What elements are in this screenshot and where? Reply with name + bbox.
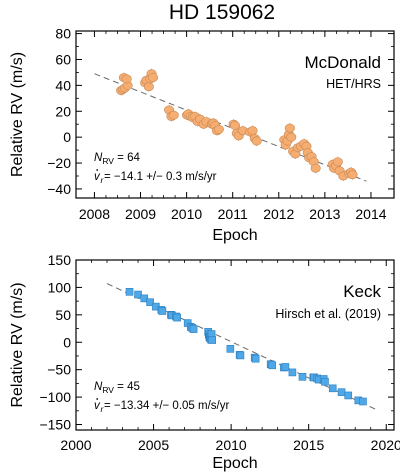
slope-symbol: v [94, 171, 101, 183]
x-axis-title: Epoch [212, 455, 257, 472]
y-tick-label: 40 [55, 77, 71, 93]
data-point [146, 298, 154, 307]
y-tick-label: 150 [48, 252, 72, 268]
data-point [268, 361, 277, 370]
data-point [140, 294, 149, 303]
data-point [337, 388, 346, 396]
slope-dot [96, 169, 99, 171]
data-point [288, 368, 297, 377]
data-point [251, 136, 262, 146]
n-value: = 64 [114, 152, 141, 164]
n-subscript: RV [102, 156, 114, 166]
n-subscript: RV [102, 385, 114, 395]
x-tick-label: 2014 [355, 206, 386, 222]
x-tick-label: 2010 [216, 437, 247, 453]
y-tick-label: −20 [47, 155, 71, 171]
x-tick-label: 2013 [309, 206, 340, 222]
data-point [134, 290, 142, 299]
data-point [359, 397, 367, 406]
data-point [332, 157, 343, 167]
data-point [286, 132, 297, 142]
y-tick-label: 0 [63, 334, 71, 350]
x-tick-label: 2020 [371, 437, 400, 453]
y-tick-label: 80 [55, 26, 71, 42]
y-tick-label: −100 [39, 389, 71, 405]
x-tick-label: 2000 [60, 437, 91, 453]
n-rv-annotation: NRV = 64 [94, 152, 140, 166]
y-tick-label: 0 [63, 129, 71, 145]
data-point [147, 73, 159, 83]
y-tick-label: 50 [55, 307, 71, 323]
y-tick-label: −50 [47, 362, 71, 378]
plot-frame [75, 30, 395, 199]
data-point [344, 391, 353, 400]
y-tick-label: 100 [48, 279, 72, 295]
data-point [236, 351, 245, 360]
y-tick-label: −40 [47, 181, 71, 197]
data-point [347, 170, 358, 180]
slope-annotation: = −13.34 +/− 0.05 m/s/yr [104, 400, 229, 412]
x-tick-label: 2009 [125, 206, 156, 222]
data-point [328, 384, 337, 393]
data-point [173, 313, 181, 322]
data-point [284, 123, 295, 133]
y-tick-label: −150 [39, 417, 71, 433]
y-tick-label: 20 [55, 103, 71, 119]
x-tick-label: 2005 [138, 437, 169, 453]
x-tick-label: 2010 [171, 206, 202, 222]
figure-title: HD 159062 [169, 1, 275, 24]
slope-symbol: v [94, 400, 101, 412]
x-tick-label: 2008 [79, 206, 110, 222]
slope-dot [96, 398, 99, 400]
slope-annotation: = −14.1 +/− 0.3 m/s/yr [104, 171, 217, 183]
instrument-subtitle: Hirsch et al. (2019) [275, 307, 381, 321]
keck-panel: 2000 2005 2010 2015 2020 150 100 50 0 −50 −100 −150… [9, 252, 400, 472]
data-point [213, 124, 224, 134]
n-value: = 45 [114, 381, 140, 393]
data-point [121, 74, 132, 84]
data-point [208, 336, 216, 344]
data-point [281, 363, 290, 371]
data-point [226, 345, 235, 353]
data-point [229, 121, 241, 130]
plot-frame [75, 259, 395, 431]
trend-line [94, 73, 367, 182]
data-point [168, 110, 179, 120]
instrument-subtitle: HET/HRS [326, 77, 381, 91]
y-axis-title: Relative RV (m/s) [9, 52, 26, 177]
data-point [143, 82, 154, 92]
data-point [125, 288, 134, 296]
data-point [298, 373, 307, 381]
x-tick-label: 2015 [293, 437, 324, 453]
data-point [158, 307, 167, 315]
data-point [189, 325, 198, 333]
slope-subscript: r [101, 404, 105, 414]
n-symbol: N [94, 152, 103, 164]
data-point [251, 354, 260, 363]
instrument-title: McDonald [304, 53, 381, 72]
x-axis-title: Epoch [212, 227, 257, 244]
x-tick-label: 2012 [263, 206, 294, 222]
data-point [310, 163, 321, 173]
y-tick-label: 60 [55, 51, 71, 67]
n-rv-annotation: NRV = 45 [94, 381, 140, 395]
slope-subscript: r [101, 175, 105, 185]
y-axis-title: Relative RV (m/s) [9, 282, 26, 407]
instrument-title: Keck [343, 282, 381, 301]
data-point [321, 377, 329, 386]
x-tick-label: 2011 [218, 206, 248, 222]
mcdonald-panel: 2008 2009 2010 2011 2012 2013 2014 80 60 40 20 0 −20… [9, 26, 395, 244]
n-symbol: N [94, 381, 103, 393]
data-point [247, 126, 258, 136]
